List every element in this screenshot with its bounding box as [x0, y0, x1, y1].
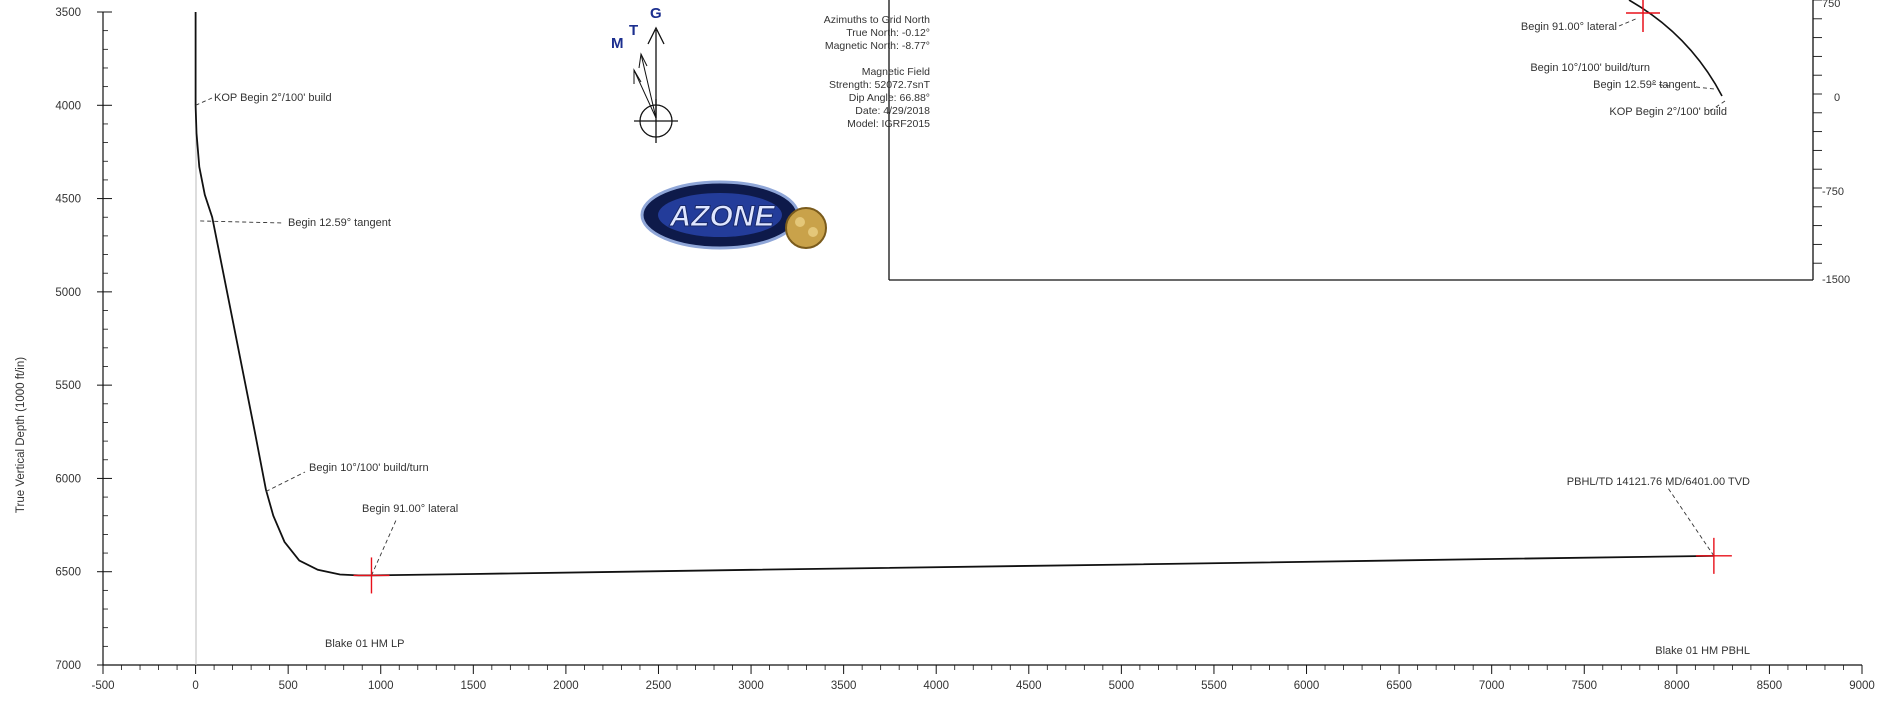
x-tick-label: 0 [192, 680, 198, 692]
y-tick-label: 6000 [55, 473, 81, 485]
magnetic-field-line: Date: 4/29/2018 [855, 105, 930, 117]
y-tick-label: 3500 [55, 7, 81, 19]
azimuth-line: Azimuths to Grid North [823, 14, 930, 26]
annotation-labels: KOP Begin 2°/100' build Begin 12.59° tang… [214, 92, 1750, 657]
x-tick-label: -500 [91, 680, 114, 692]
x-tick-label: 1000 [368, 680, 394, 692]
inset-ytick-label: 0 [1834, 92, 1840, 104]
x-tick-label: 5500 [1201, 680, 1227, 692]
inset-ytick-label: -750 [1822, 186, 1844, 198]
drill-bit-icon [785, 207, 827, 249]
inset-axis-ticks [1813, 0, 1822, 264]
annotation-label: Blake 01 HM PBHL [1655, 645, 1750, 657]
logo-text: AZONE [669, 200, 776, 233]
inset-annotation: Begin 10°/100' build/turn [1530, 62, 1650, 74]
grid-north-arrowhead-icon [647, 26, 665, 45]
x-tick-label: 7000 [1479, 680, 1505, 692]
x-tick-label: 500 [279, 680, 298, 692]
x-tick-label: 9000 [1849, 680, 1875, 692]
annotation-label: Blake 01 HM LP [325, 638, 404, 650]
x-tick-label: 6500 [1386, 680, 1412, 692]
inset-leader [1651, 83, 1671, 87]
annotation-leader-line [265, 471, 306, 492]
annotation-label: Begin 10°/100' build/turn [309, 462, 429, 474]
x-tick-label: 6000 [1294, 680, 1320, 692]
y-tick-label: 6500 [55, 567, 81, 579]
y-tick-label: 7000 [55, 660, 81, 672]
azimuth-line: Magnetic North: -8.77° [824, 40, 930, 52]
x-tick-label: 8000 [1664, 680, 1690, 692]
annotation-label: Begin 12.59° tangent [288, 217, 391, 229]
drill-bit-cutter-icon [795, 217, 805, 227]
x-tick-label: 2000 [553, 680, 579, 692]
y-axis-label: True Vertical Depth (1000 ft/in) [15, 357, 27, 513]
x-tick-label: 2500 [646, 680, 672, 692]
axis-ticks [97, 11, 1863, 674]
azimuth-info: Azimuths to Grid North True North: -0.12… [710, 14, 930, 131]
company-logo: AZONE [640, 180, 827, 250]
magnetic-field-line: Magnetic Field [861, 66, 930, 78]
magnetic-field-line: Dip Angle: 66.88° [848, 92, 930, 104]
true-north-arrow [640, 53, 657, 119]
inset-annotation: Begin 91.00° lateral [1521, 21, 1617, 33]
magnetic-north-arrow [633, 69, 657, 119]
inset-annotation: Begin 12.59° tangent [1593, 79, 1696, 91]
inset-plan-view: 750 0 -750 -1500 Begin 91.00° lateral Be… [888, 0, 1850, 286]
marker-crosses [353, 537, 1732, 594]
wellbore-path [194, 12, 1714, 577]
annotation-label: PBHL/TD 14121.76 MD/6401.00 TVD [1567, 476, 1750, 488]
y-tick-label: 4000 [55, 100, 81, 112]
axis-tick-labels: -500 0 500 1000 1500 2000 2500 3000 3500 4000 4500… [55, 7, 1874, 692]
logo-inner-ellipse [658, 193, 782, 237]
magnetic-field-line: Strength: 52072.7snT [829, 79, 930, 91]
annotation-label: Begin 91.00° lateral [362, 503, 458, 515]
y-tick-label: 5000 [55, 287, 81, 299]
inset-leader [1695, 86, 1715, 90]
inset-ytick-label: 750 [1822, 0, 1840, 10]
x-tick-label: 8500 [1757, 680, 1783, 692]
drill-bit-cutter-icon [808, 227, 818, 237]
true-north-arrowhead-icon [638, 52, 648, 69]
x-tick-label: 4500 [1016, 680, 1042, 692]
inset-ytick-label: -1500 [1822, 274, 1850, 286]
true-north-label: T [629, 22, 638, 39]
x-tick-label: 3000 [738, 680, 764, 692]
x-tick-label: 5000 [1109, 680, 1135, 692]
magnetic-north-arrowhead-icon [633, 68, 642, 84]
x-tick-label: 7500 [1571, 680, 1597, 692]
x-tick-label: 4000 [923, 680, 949, 692]
annotation-leader-line [1667, 487, 1715, 557]
annotation-leader-line [371, 517, 398, 576]
annotation-leaders [195, 97, 1715, 576]
inset-leader [1618, 17, 1639, 27]
magnetic-north-label: M [611, 35, 624, 52]
north-arrow: M T G [611, 5, 678, 143]
annotation-leader-line [195, 97, 213, 106]
inset-annotation: KOP Begin 2°/100' build [1609, 106, 1727, 118]
inset-leader [1709, 100, 1726, 112]
grid-north-label: G [650, 5, 662, 22]
y-tick-label: 4500 [55, 194, 81, 206]
y-tick-label: 5500 [55, 380, 81, 392]
x-tick-label: 3500 [831, 680, 857, 692]
inset-well-path [1628, 0, 1723, 97]
x-tick-label: 1500 [461, 680, 487, 692]
azimuth-line: True North: -0.12° [846, 27, 930, 39]
magnetic-field-line: Model: IGRF2015 [847, 118, 930, 130]
annotation-label: KOP Begin 2°/100' build [214, 92, 332, 104]
